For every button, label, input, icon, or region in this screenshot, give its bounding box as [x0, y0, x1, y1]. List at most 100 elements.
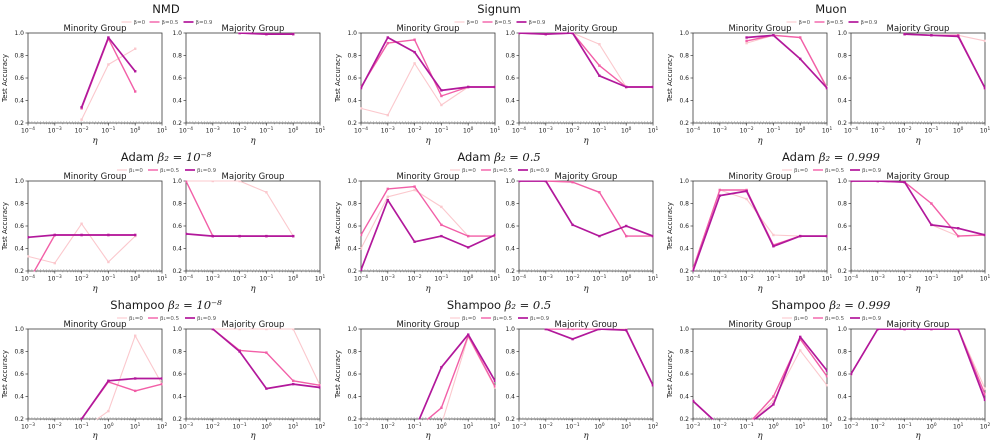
x-tick-label: 10−4: [354, 126, 368, 135]
data-point-marker: [440, 234, 443, 238]
y-tick-label: 0.6: [347, 75, 357, 82]
x-tick-label: 10−4: [844, 126, 858, 135]
legend-label: β₁=0.5: [493, 168, 513, 174]
y-tick-label: 0.2: [347, 416, 357, 423]
y-tick-label: 1.0: [837, 30, 847, 37]
series-group: [27, 222, 137, 272]
x-tick-label: 10−1: [408, 422, 422, 431]
data-point-marker: [903, 180, 906, 184]
legend-label: β₁=0: [129, 168, 143, 174]
series-line: [80, 37, 136, 110]
series-group: [903, 32, 986, 90]
series-line: [442, 336, 496, 420]
x-tick-label: 10−2: [566, 126, 580, 135]
subplot-title: Majority Group: [555, 172, 618, 182]
data-point-marker: [440, 223, 443, 227]
y-tick-label: 1.0: [172, 30, 182, 37]
chart-adam-1e-8: Adam β₂ = 10⁻⁸ β₁=0 β₁=0.5 β₁=0.9 Minority G…: [1, 150, 325, 294]
data-point-marker: [413, 62, 416, 65]
data-point-marker: [518, 180, 521, 183]
x-tick-label: 10−4: [512, 274, 526, 283]
data-point-marker: [160, 377, 163, 380]
data-point-marker: [160, 382, 163, 386]
data-point-marker: [238, 328, 241, 331]
y-axis-label: Test Accuracy: [1, 54, 9, 103]
data-point-marker: [718, 194, 721, 197]
data-point-marker: [265, 191, 268, 194]
y-tick-label: 1.0: [679, 178, 689, 185]
y-axis-label: Test Accuracy: [1, 202, 9, 251]
y-tick-label: 0.8: [679, 349, 689, 356]
data-point-marker: [265, 234, 268, 238]
x-tick-label: 10−2: [206, 422, 220, 431]
series-line: [850, 180, 986, 237]
legend-label: β₁=0: [462, 168, 476, 174]
x-tick-label: 100: [463, 126, 474, 135]
series-group: [518, 32, 654, 89]
x-tick-label: 10−1: [259, 126, 273, 135]
x-tick-label: 10−2: [871, 422, 885, 431]
plot-frame: [850, 328, 986, 420]
subplot-title: Minority Group: [396, 24, 459, 34]
y-tick-label: 0.4: [172, 394, 182, 401]
series-line: [185, 180, 294, 237]
y-tick-label: 0.4: [347, 98, 357, 105]
data-point-marker: [518, 32, 521, 35]
data-point-marker: [772, 245, 775, 248]
legend-label: β₁=0: [462, 316, 476, 322]
x-tick-label: 101: [621, 422, 632, 431]
y-tick-label: 1.0: [347, 30, 357, 37]
data-point-marker: [292, 234, 295, 238]
legend-label: β₁=0.5: [825, 316, 845, 322]
x-tick-label: 10−1: [766, 126, 780, 135]
y-tick-label: 1.0: [14, 178, 24, 185]
legend-label: β₁=0: [794, 316, 808, 322]
series-line: [418, 333, 496, 420]
y-axis-label: Test Accuracy: [1, 350, 9, 399]
data-point-marker: [440, 89, 443, 92]
x-tick-label: 10−3: [713, 126, 727, 135]
data-point-marker: [930, 223, 933, 227]
x-tick-label: 100: [288, 274, 299, 283]
legend-label: β=0.9: [861, 20, 878, 26]
legend-label: β₁=0.5: [160, 168, 180, 174]
subplot-title: Majority Group: [222, 24, 285, 34]
data-point-marker: [238, 32, 241, 35]
x-tick-label: 10−3: [354, 422, 368, 431]
x-tick-label: 10−2: [233, 126, 247, 135]
y-tick-label: 0.6: [837, 371, 847, 378]
x-tick-label: 10−3: [21, 422, 35, 431]
x-tick-label: 10−2: [713, 422, 727, 431]
x-tick-label: 10−4: [512, 126, 526, 135]
x-tick-label: 10−4: [354, 274, 368, 283]
series-line: [518, 180, 654, 237]
data-point-marker: [440, 205, 443, 209]
data-point-marker: [134, 377, 137, 380]
series-line: [692, 349, 828, 420]
series-line: [850, 328, 986, 401]
data-point-marker: [692, 399, 695, 403]
x-tick-label: 10−1: [592, 274, 606, 283]
x-axis-label: η: [915, 136, 921, 146]
x-axis-label: η: [92, 431, 98, 441]
y-tick-label: 0.2: [837, 416, 847, 423]
y-tick-label: 0.4: [172, 246, 182, 253]
x-tick-label: 10−3: [539, 274, 553, 283]
subplot-title: Minority Group: [396, 320, 459, 330]
group-title: NMD: [152, 2, 180, 16]
subplot-title: Majority Group: [555, 320, 618, 330]
data-point-marker: [598, 234, 601, 238]
data-point-marker: [571, 328, 574, 331]
y-axis-label: Test Accuracy: [334, 350, 342, 399]
data-point-marker: [799, 234, 802, 238]
panel-adam-0.999: Adam β₂ = 0.999 β₁=0 β₁=0.5 β₁=0.9 Minority …: [665, 148, 997, 300]
data-point-marker: [53, 261, 56, 265]
data-point-marker: [80, 233, 83, 237]
x-tick-label: 102: [822, 422, 833, 431]
series-line: [426, 335, 496, 420]
data-point-marker: [238, 350, 241, 353]
data-point-marker: [134, 70, 137, 73]
data-point-marker: [598, 74, 601, 77]
panel-signum: Signum β=0 β=0.5 β=0.9 Minority Group 0.2 0.4 0…: [333, 0, 665, 152]
